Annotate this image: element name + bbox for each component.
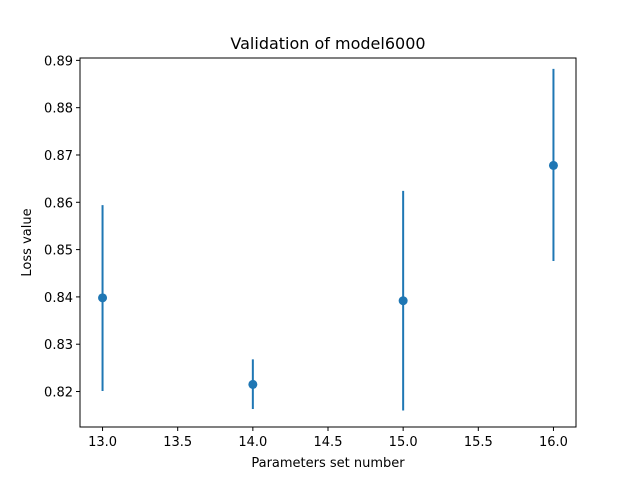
data-point [248,379,258,389]
chart-title: Validation of model6000 [230,34,425,53]
y-tick-label: 0.89 [44,54,73,69]
y-axis-label: Loss value [20,208,35,276]
x-tick-label: 14.5 [314,435,343,450]
y-tick-label: 0.83 [44,338,73,353]
y-tick-label: 0.87 [44,149,73,164]
x-tick-label: 16.0 [539,435,568,450]
x-tick-label: 15.5 [464,435,493,450]
y-tick-label: 0.86 [44,196,73,211]
x-axis-ticks: 13.0 13.5 14.0 14.5 15.0 15.5 16.0 [88,427,568,450]
x-tick-label: 13.5 [163,435,192,450]
y-tick-label: 0.88 [44,102,73,117]
y-axis-ticks: 0.82 0.83 0.84 0.85 0.86 0.87 0.88 0.89 [44,54,80,401]
x-tick-label: 13.0 [88,435,117,450]
plot-area [98,68,558,411]
y-tick-label: 0.84 [44,291,73,306]
y-tick-label: 0.82 [44,386,73,401]
x-tick-label: 15.0 [389,435,418,450]
plot-frame [79,57,577,428]
data-point [98,293,108,303]
data-point [398,296,408,306]
data-point [548,160,558,170]
x-axis-label: Parameters set number [251,456,405,471]
x-tick-label: 14.0 [238,435,267,450]
y-tick-label: 0.85 [44,244,73,259]
